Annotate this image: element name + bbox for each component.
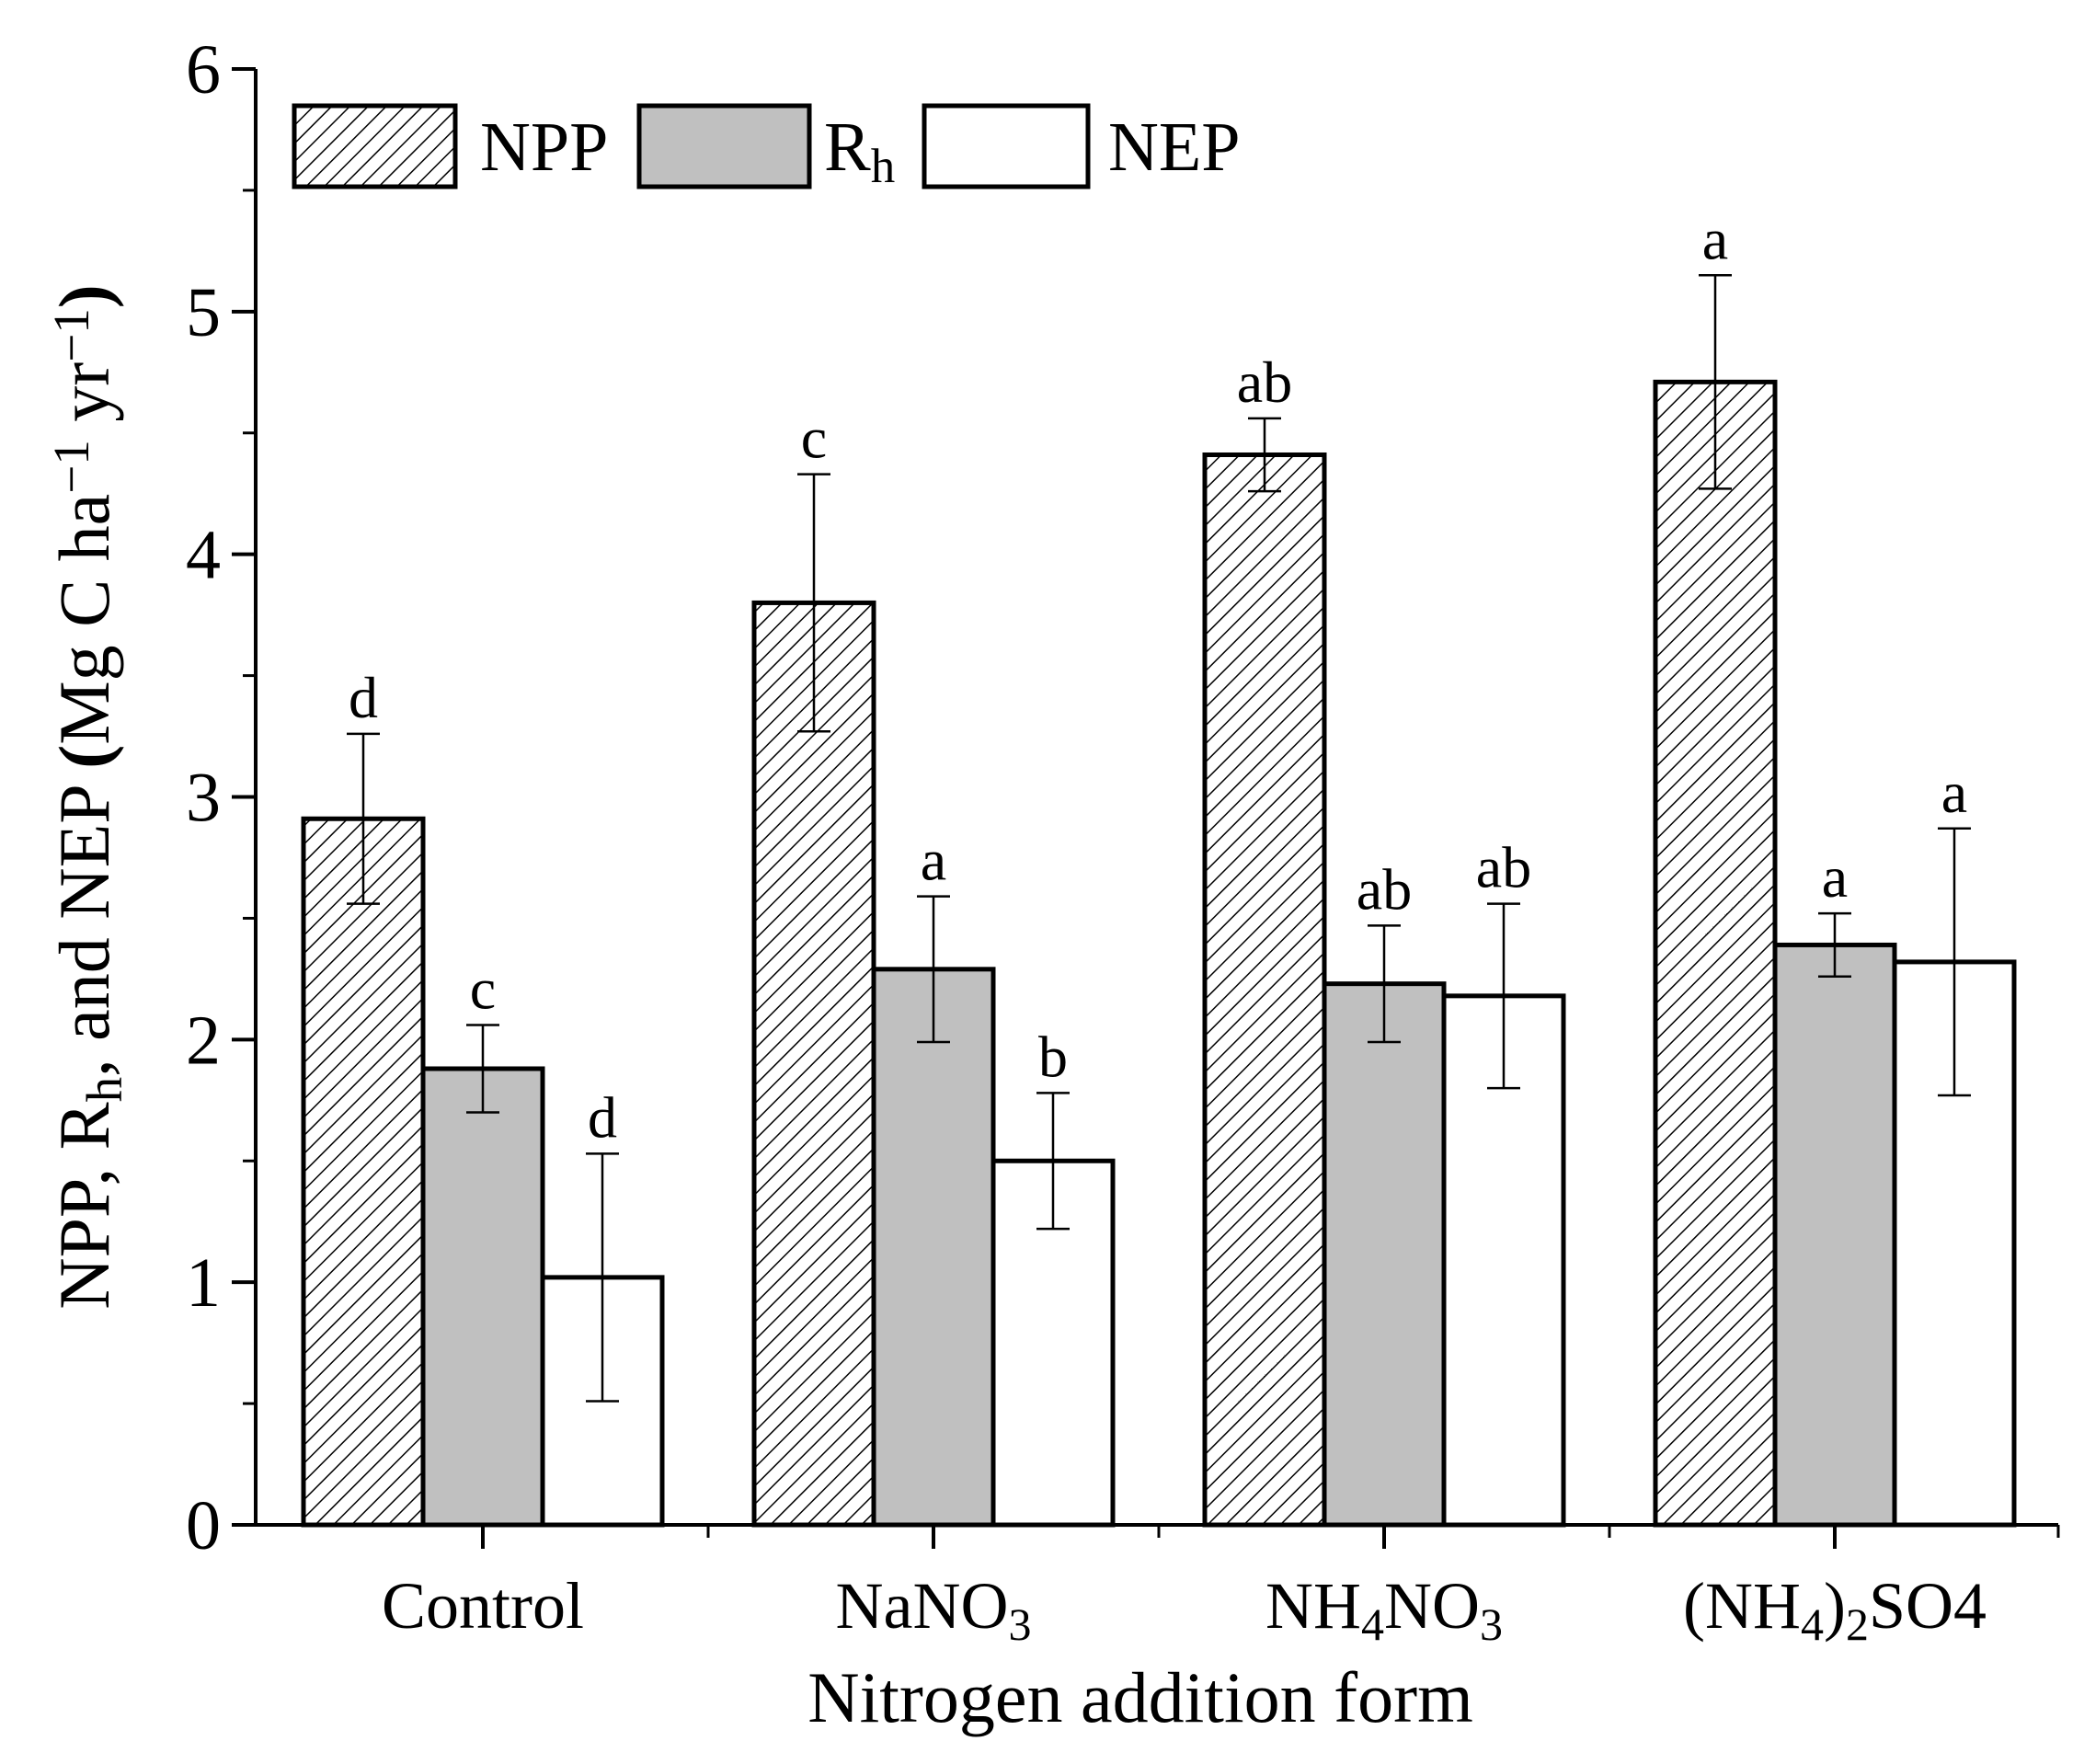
y-tick-label: 2 xyxy=(186,1002,221,1079)
significance-letter: a xyxy=(1822,844,1848,910)
text-part: NH xyxy=(1265,1569,1361,1643)
text-part: NEP xyxy=(1108,109,1241,186)
significance-letter: c xyxy=(470,956,496,1022)
x-category-label: (NH4)2SO4 xyxy=(1683,1569,1987,1650)
bar-npp-1 xyxy=(751,600,876,1528)
text-part: (NH xyxy=(1683,1569,1801,1643)
x-axis-title: Nitrogen addition form xyxy=(807,1657,1473,1737)
text-part: ) xyxy=(1824,1569,1846,1643)
y-tick-label: 1 xyxy=(186,1244,221,1322)
text-part: NPP, R xyxy=(44,1102,124,1309)
bar-rh-3 xyxy=(1772,942,1897,1528)
significance-letter: ab xyxy=(1237,349,1292,415)
text-part: NO xyxy=(1384,1569,1480,1643)
bar-rh-2 xyxy=(1322,981,1447,1528)
bar-npp-3 xyxy=(1653,379,1778,1528)
bar-npp-2 xyxy=(1202,452,1327,1528)
text-part: Control xyxy=(382,1569,584,1643)
text-part: h xyxy=(871,140,896,193)
x-category-label: NaNO3 xyxy=(836,1569,1032,1650)
text-part: 2 xyxy=(1846,1598,1869,1650)
text-part: −1 xyxy=(43,440,99,494)
text-part: 4 xyxy=(1801,1598,1824,1650)
bar-rh-1 xyxy=(871,967,996,1528)
legend-swatch-rh xyxy=(636,103,812,189)
y-tick-label: 5 xyxy=(186,274,221,351)
legend-swatch-npp xyxy=(292,103,458,189)
bar-npp-0 xyxy=(301,816,426,1528)
legend-swatch-nep xyxy=(922,103,1091,189)
legend-label-npp: NPP xyxy=(480,109,608,186)
text-part: NPP xyxy=(480,109,608,186)
text-part: ) xyxy=(44,284,124,308)
text-part: SO4 xyxy=(1869,1569,1987,1643)
significance-letter: b xyxy=(1038,1024,1068,1089)
text-part: −1 xyxy=(43,308,99,362)
y-tick-label: 3 xyxy=(186,760,221,837)
y-tick-label: 4 xyxy=(186,517,221,594)
text-part: yr xyxy=(44,362,124,441)
legend-label-rh: Rh xyxy=(824,109,895,193)
significance-letter: a xyxy=(1941,760,1967,825)
text-part: h xyxy=(76,1077,132,1103)
legend-label-nep: NEP xyxy=(1108,109,1241,186)
text-part: R xyxy=(824,109,871,186)
text-part: ( xyxy=(44,745,124,769)
y-tick-label: 0 xyxy=(186,1487,221,1564)
y-axis-title: NPP, Rh, and NEP (Mg C ha−1 yr−1) xyxy=(43,284,132,1310)
y-tick-label: 6 xyxy=(186,31,221,109)
significance-letter: a xyxy=(921,828,946,893)
x-category-label: NH4NO3 xyxy=(1265,1569,1503,1650)
significance-letter: d xyxy=(349,665,378,730)
significance-letter: c xyxy=(801,406,827,471)
text-part: 3 xyxy=(1008,1598,1031,1650)
significance-letter: ab xyxy=(1476,835,1531,900)
significance-letter: ab xyxy=(1357,856,1412,922)
significance-letter: a xyxy=(1702,206,1728,271)
text-part: NaNO xyxy=(836,1569,1009,1643)
text-part: 4 xyxy=(1361,1598,1384,1650)
text-part: Mg C ha xyxy=(44,494,124,745)
significance-letter: d xyxy=(588,1084,617,1150)
x-category-label: Control xyxy=(382,1569,584,1643)
text-part: 3 xyxy=(1480,1598,1503,1650)
bar-rh-0 xyxy=(420,1066,545,1528)
text-part: , and NEP xyxy=(44,769,124,1077)
